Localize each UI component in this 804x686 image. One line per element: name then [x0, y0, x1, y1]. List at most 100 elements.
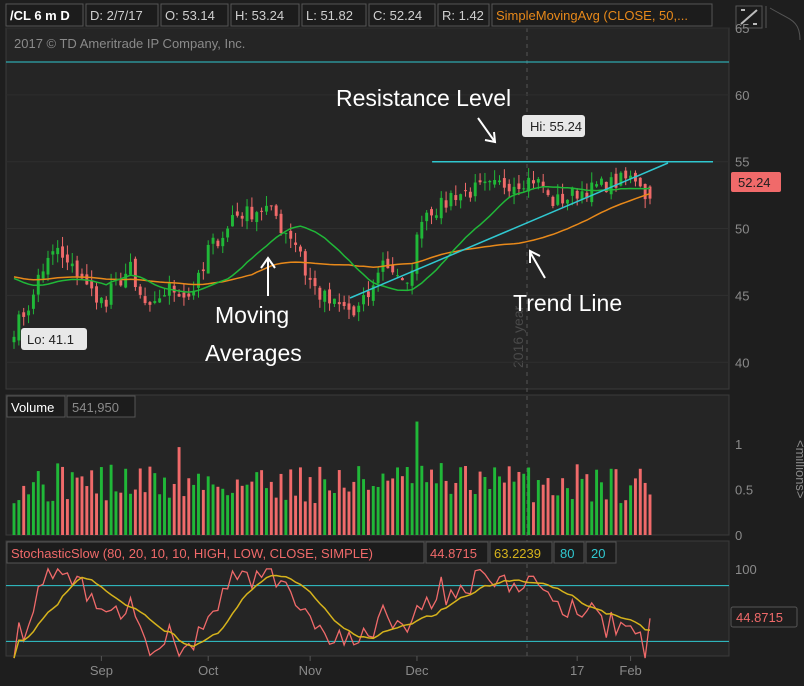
- symbol-label[interactable]: /CL 6 m D: [10, 8, 70, 23]
- last-price-text: 52.24: [738, 175, 771, 190]
- candle-body: [648, 186, 652, 199]
- candle-body: [153, 301, 157, 303]
- volume-bar: [512, 481, 516, 535]
- volume-bar: [206, 476, 210, 535]
- candle-body: [609, 177, 613, 195]
- volume-bar: [561, 478, 565, 535]
- stoch-k-value: 44.8715: [430, 546, 477, 561]
- candle-body: [556, 194, 560, 205]
- candle-body: [328, 289, 332, 304]
- x-axis-label: Dec: [405, 663, 429, 678]
- candle-body: [221, 237, 225, 247]
- volume-bar: [585, 474, 589, 535]
- volume-bar: [129, 493, 132, 535]
- volume-bar: [580, 478, 584, 535]
- candle-body: [599, 178, 603, 185]
- candle-body: [46, 257, 50, 275]
- stoch-d-value: 63.2239: [494, 546, 541, 561]
- volume-bar: [250, 481, 254, 535]
- volume-bar: [61, 466, 65, 535]
- candle-body: [502, 178, 506, 188]
- chart-settings-icon[interactable]: [735, 5, 767, 29]
- hi-label-box: Hi: 55.24: [522, 115, 585, 137]
- candle-body: [12, 336, 16, 343]
- volume-bar: [36, 471, 40, 535]
- candle-body: [119, 280, 123, 286]
- candle-body: [420, 221, 424, 239]
- volume-bar: [517, 471, 521, 535]
- x-axis-label: Oct: [198, 663, 219, 678]
- candle-body: [163, 295, 166, 297]
- volume-bar: [444, 480, 448, 535]
- candle-body: [415, 234, 419, 274]
- stoch-last-badge: 44.8715: [730, 606, 798, 628]
- candle-body: [206, 244, 210, 274]
- volume-bar: [595, 469, 599, 535]
- volume-bar: [357, 466, 361, 535]
- volume-bar: [70, 472, 74, 535]
- expand-icon[interactable]: [769, 7, 801, 41]
- volume-bar: [17, 500, 21, 535]
- volume-bar: [231, 492, 234, 535]
- candle-body: [177, 294, 181, 297]
- candle-body: [527, 177, 531, 192]
- volume-bar: [318, 466, 322, 535]
- candle-body: [619, 172, 623, 186]
- candle-body: [211, 237, 215, 244]
- volume-bar: [167, 497, 171, 535]
- x-axis-label: Nov: [299, 663, 323, 678]
- volume-bar: [488, 488, 492, 535]
- volume-bar: [235, 479, 239, 535]
- volume-y-tick: 0.5: [735, 483, 753, 498]
- candle-body: [70, 263, 74, 267]
- volume-bar: [536, 480, 540, 535]
- volume-bar: [308, 477, 312, 535]
- candle-body: [357, 305, 361, 313]
- volume-bar: [434, 483, 438, 535]
- candle-body: [245, 206, 249, 222]
- volume-bar: [192, 484, 196, 535]
- volume-bar: [507, 466, 511, 535]
- volume-bar: [551, 495, 555, 535]
- candle-body: [459, 194, 463, 201]
- volume-bar: [483, 476, 487, 535]
- volume-bar: [274, 497, 278, 535]
- candle-body: [308, 277, 312, 280]
- candle-body: [464, 190, 467, 192]
- volume-bar: [138, 468, 142, 535]
- trend-line-annotation: Trend Line: [513, 290, 622, 316]
- volume-bar: [182, 496, 186, 535]
- candle-body: [449, 193, 453, 207]
- volume-bar: [614, 469, 618, 535]
- last-price-badge: 52.24: [731, 172, 781, 192]
- volume-bar: [269, 481, 273, 535]
- candle-body: [643, 183, 647, 200]
- volume-bar: [201, 489, 205, 535]
- volume-bar: [570, 499, 574, 535]
- volume-bar: [498, 476, 501, 535]
- candle-body: [541, 181, 545, 187]
- volume-bar: [46, 501, 50, 535]
- candle-body: [624, 170, 628, 179]
- volume-bar: [464, 466, 467, 535]
- volume-y-tick: 0: [735, 528, 742, 543]
- volume-bar: [478, 471, 482, 535]
- volume-bar: [51, 500, 55, 535]
- candle-body: [391, 265, 395, 273]
- candle-body: [129, 261, 132, 275]
- volume-bar: [114, 491, 118, 535]
- candle-body: [595, 184, 599, 187]
- volume-bar: [260, 470, 264, 535]
- price-y-tick: 65: [735, 21, 749, 36]
- date-label: D: 2/7/17: [90, 8, 143, 23]
- candle-body: [400, 278, 404, 281]
- sma-fast-line: [13, 185, 651, 293]
- candle-body: [187, 293, 191, 297]
- candle-body: [522, 188, 526, 190]
- volume-bar: [284, 499, 288, 535]
- volume-bar: [566, 488, 569, 535]
- candle-body: [197, 272, 200, 288]
- volume-bar: [197, 473, 200, 535]
- study-label[interactable]: SimpleMovingAvg (CLOSE, 50,...: [496, 8, 688, 23]
- candle-body: [56, 247, 60, 255]
